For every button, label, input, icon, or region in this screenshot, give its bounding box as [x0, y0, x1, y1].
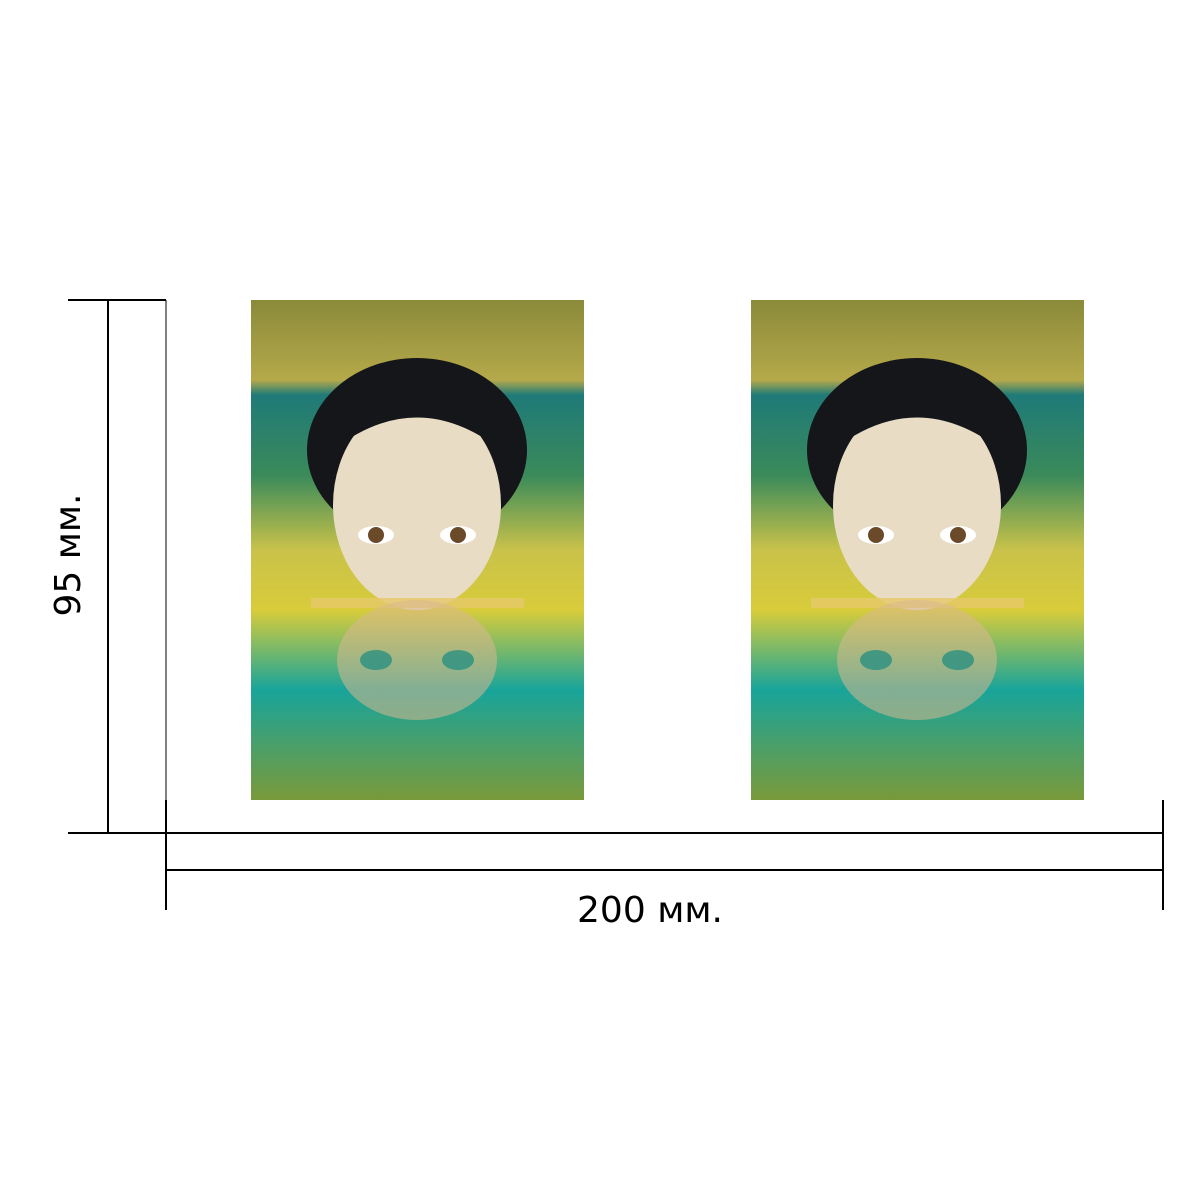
- height-dimension: 95 мм.: [48, 299, 167, 834]
- width-dimension: 200 мм.: [165, 800, 1164, 931]
- product-photo: [251, 300, 584, 800]
- height-label: 95 мм.: [48, 493, 89, 616]
- product-photo: [751, 300, 1084, 800]
- width-label: 200 мм.: [577, 890, 723, 931]
